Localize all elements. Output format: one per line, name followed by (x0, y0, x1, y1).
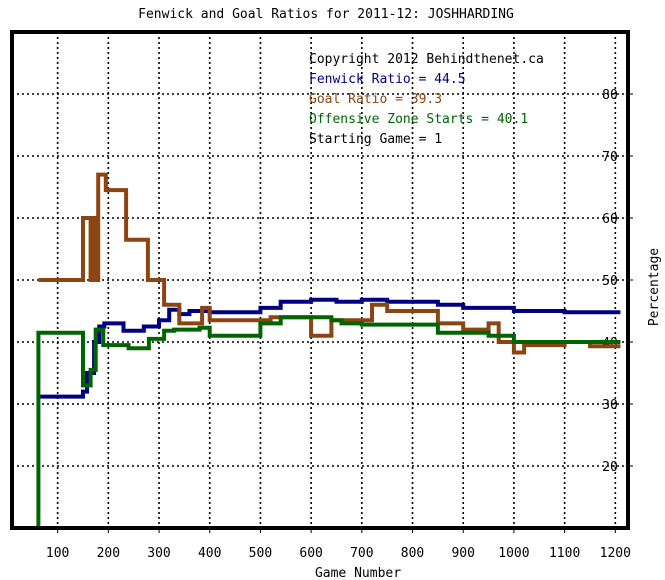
x-tick-label-3: 400 (198, 546, 221, 561)
x-tick-label-5: 600 (299, 546, 322, 561)
y-tick-label-5: 70 (602, 150, 618, 165)
legend-entry-0: Copyright 2012 Behindthenet.ca (309, 52, 544, 67)
y-tick-label-1: 30 (602, 398, 618, 413)
y-tick-label-6: 80 (602, 88, 618, 103)
series-group (36, 172, 621, 528)
y-axis-label: Percentage (647, 248, 662, 326)
x-tick-label-10: 1100 (549, 546, 580, 561)
legend-entry-1: Fenwick Ratio = 44.5 (309, 72, 466, 87)
series-line-ozs (36, 315, 621, 528)
y-tick-label-3: 50 (602, 274, 618, 289)
chart-title: Fenwick and Goal Ratios for 2011-12: JOS… (138, 7, 514, 22)
x-tick-label-4: 500 (249, 546, 272, 561)
x-tick-label-6: 700 (350, 546, 373, 561)
series-line-goal (38, 172, 621, 355)
x-tick-label-7: 800 (401, 546, 424, 561)
x-tick-label-0: 100 (46, 546, 69, 561)
y-tick-label-0: 20 (602, 460, 618, 475)
x-tick-label-2: 300 (147, 546, 170, 561)
x-tick-label-8: 900 (451, 546, 474, 561)
plot-frame (10, 30, 630, 530)
series-line-fenwick (38, 297, 621, 399)
x-axis-ticks: 100 200 300 400 500 600 700 800 900 1000 1100 1200 (46, 528, 631, 561)
x-axis-label: Game Number (315, 566, 401, 580)
legend: Copyright 2012 Behindthenet.ca Fenwick Ra… (309, 52, 544, 147)
x-tick-label-11: 1200 (600, 546, 631, 561)
legend-entry-4: Starting Game = 1 (309, 132, 442, 147)
x-tick-label-9: 1000 (498, 546, 529, 561)
legend-entry-3: Offensive Zone Starts = 40.1 (309, 112, 528, 127)
legend-entry-2: Goal Ratio = 39.3 (309, 92, 442, 107)
x-tick-label-1: 200 (97, 546, 120, 561)
y-tick-label-4: 60 (602, 212, 618, 227)
